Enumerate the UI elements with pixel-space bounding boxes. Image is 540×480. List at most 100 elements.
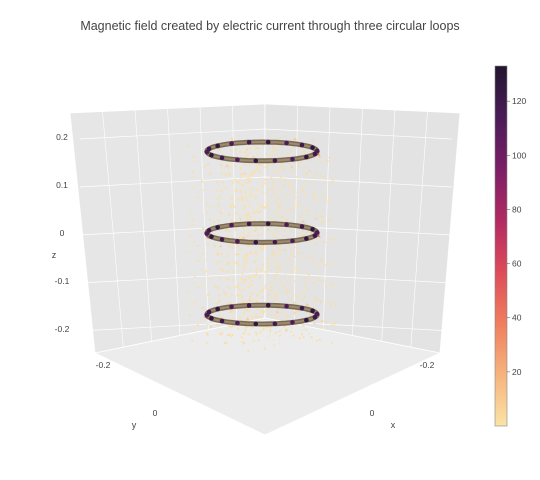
z-grid-line (79, 320, 453, 332)
field-cone (232, 309, 235, 314)
field-cone (286, 193, 291, 197)
field-cone (248, 274, 251, 278)
field-cone (310, 335, 313, 339)
field-cone (248, 295, 252, 299)
field-cone (243, 277, 247, 281)
field-cone (276, 248, 281, 252)
field-cone (217, 218, 221, 223)
field-cone (278, 253, 283, 257)
field-cone (303, 295, 307, 298)
field-cone (231, 269, 236, 273)
field-cone (274, 201, 278, 205)
field-cone (255, 186, 259, 191)
field-cone (277, 267, 280, 270)
field-cone (316, 152, 321, 157)
field-cone (297, 201, 301, 204)
field-cone (290, 162, 294, 164)
field-cone (239, 277, 243, 281)
z-tick-label: -0.2 (55, 324, 70, 334)
field-cone (260, 232, 263, 236)
loop-strong-cone (290, 320, 295, 325)
wall-grid-line (134, 109, 152, 342)
field-cone (273, 344, 276, 347)
field-cone (324, 284, 329, 288)
field-cone (227, 286, 232, 290)
field-cone (303, 276, 307, 280)
field-cone (249, 179, 253, 183)
field-cone (273, 191, 276, 194)
loop-strong-cone (246, 303, 252, 308)
field-cone (188, 234, 191, 238)
field-cone (195, 244, 199, 247)
loop-strong-cone (272, 158, 278, 163)
field-cone (330, 177, 334, 181)
field-cone (278, 205, 282, 209)
field-cone (291, 268, 294, 271)
field-cone (293, 280, 298, 284)
field-cone (247, 216, 251, 221)
field-cone (249, 215, 252, 218)
field-cone (262, 181, 267, 186)
field-cone (302, 336, 306, 339)
field-cone (313, 194, 317, 198)
field-cone (271, 255, 274, 258)
field-cone (262, 326, 266, 330)
field-cone (235, 293, 240, 297)
loop-strong-cone (229, 141, 234, 146)
z-tick-label: 0.1 (56, 180, 68, 190)
loop-strong-cone (284, 140, 289, 146)
field-cone (223, 293, 228, 297)
loop-strong-cone (284, 303, 289, 309)
field-cone (290, 186, 294, 189)
field-cone (216, 206, 219, 208)
field-cone (245, 228, 250, 232)
field-cone (334, 302, 338, 306)
colorbar-tick-label: 60 (512, 259, 522, 269)
field-cone (290, 326, 293, 328)
field-cone (252, 171, 256, 174)
field-cone (193, 160, 196, 164)
field-cone (280, 300, 283, 302)
field-cone (269, 216, 274, 220)
field-cone (266, 262, 271, 267)
field-cone (254, 249, 258, 254)
field-cone (277, 136, 282, 141)
field-cone (240, 194, 243, 199)
field-cone (324, 320, 328, 324)
field-cone (264, 164, 268, 169)
field-cone (276, 171, 281, 175)
field-cone (279, 216, 281, 219)
z-tick-label: 0 (60, 228, 65, 238)
field-cone (217, 202, 221, 207)
field-cone (234, 284, 237, 289)
field-cone (276, 149, 281, 152)
field-cone (205, 333, 209, 336)
field-cone (241, 183, 244, 188)
field-cone (318, 161, 323, 164)
field-cone (259, 163, 263, 167)
z-tick-label: -0.1 (55, 276, 70, 286)
field-cone (206, 323, 209, 326)
field-cone (308, 332, 311, 336)
field-cone (299, 232, 302, 236)
field-cone (246, 332, 251, 336)
field-cone (280, 164, 284, 168)
field-cone (245, 257, 249, 261)
field-cone (267, 270, 270, 273)
field-cone (293, 311, 297, 315)
field-cone (221, 330, 224, 335)
field-cone (247, 285, 251, 289)
field-cone (258, 177, 262, 181)
field-cone (277, 173, 279, 176)
field-cone (235, 197, 239, 201)
field-cone (201, 284, 204, 287)
field-cone (266, 336, 269, 340)
field-cone (293, 267, 297, 269)
field-cone (265, 193, 269, 196)
field-cone (254, 268, 258, 272)
field-cone (245, 176, 249, 181)
field-cone (251, 193, 254, 197)
field-cone (293, 245, 297, 249)
field-cone (267, 152, 272, 157)
scene-3d[interactable] (69, 103, 461, 436)
